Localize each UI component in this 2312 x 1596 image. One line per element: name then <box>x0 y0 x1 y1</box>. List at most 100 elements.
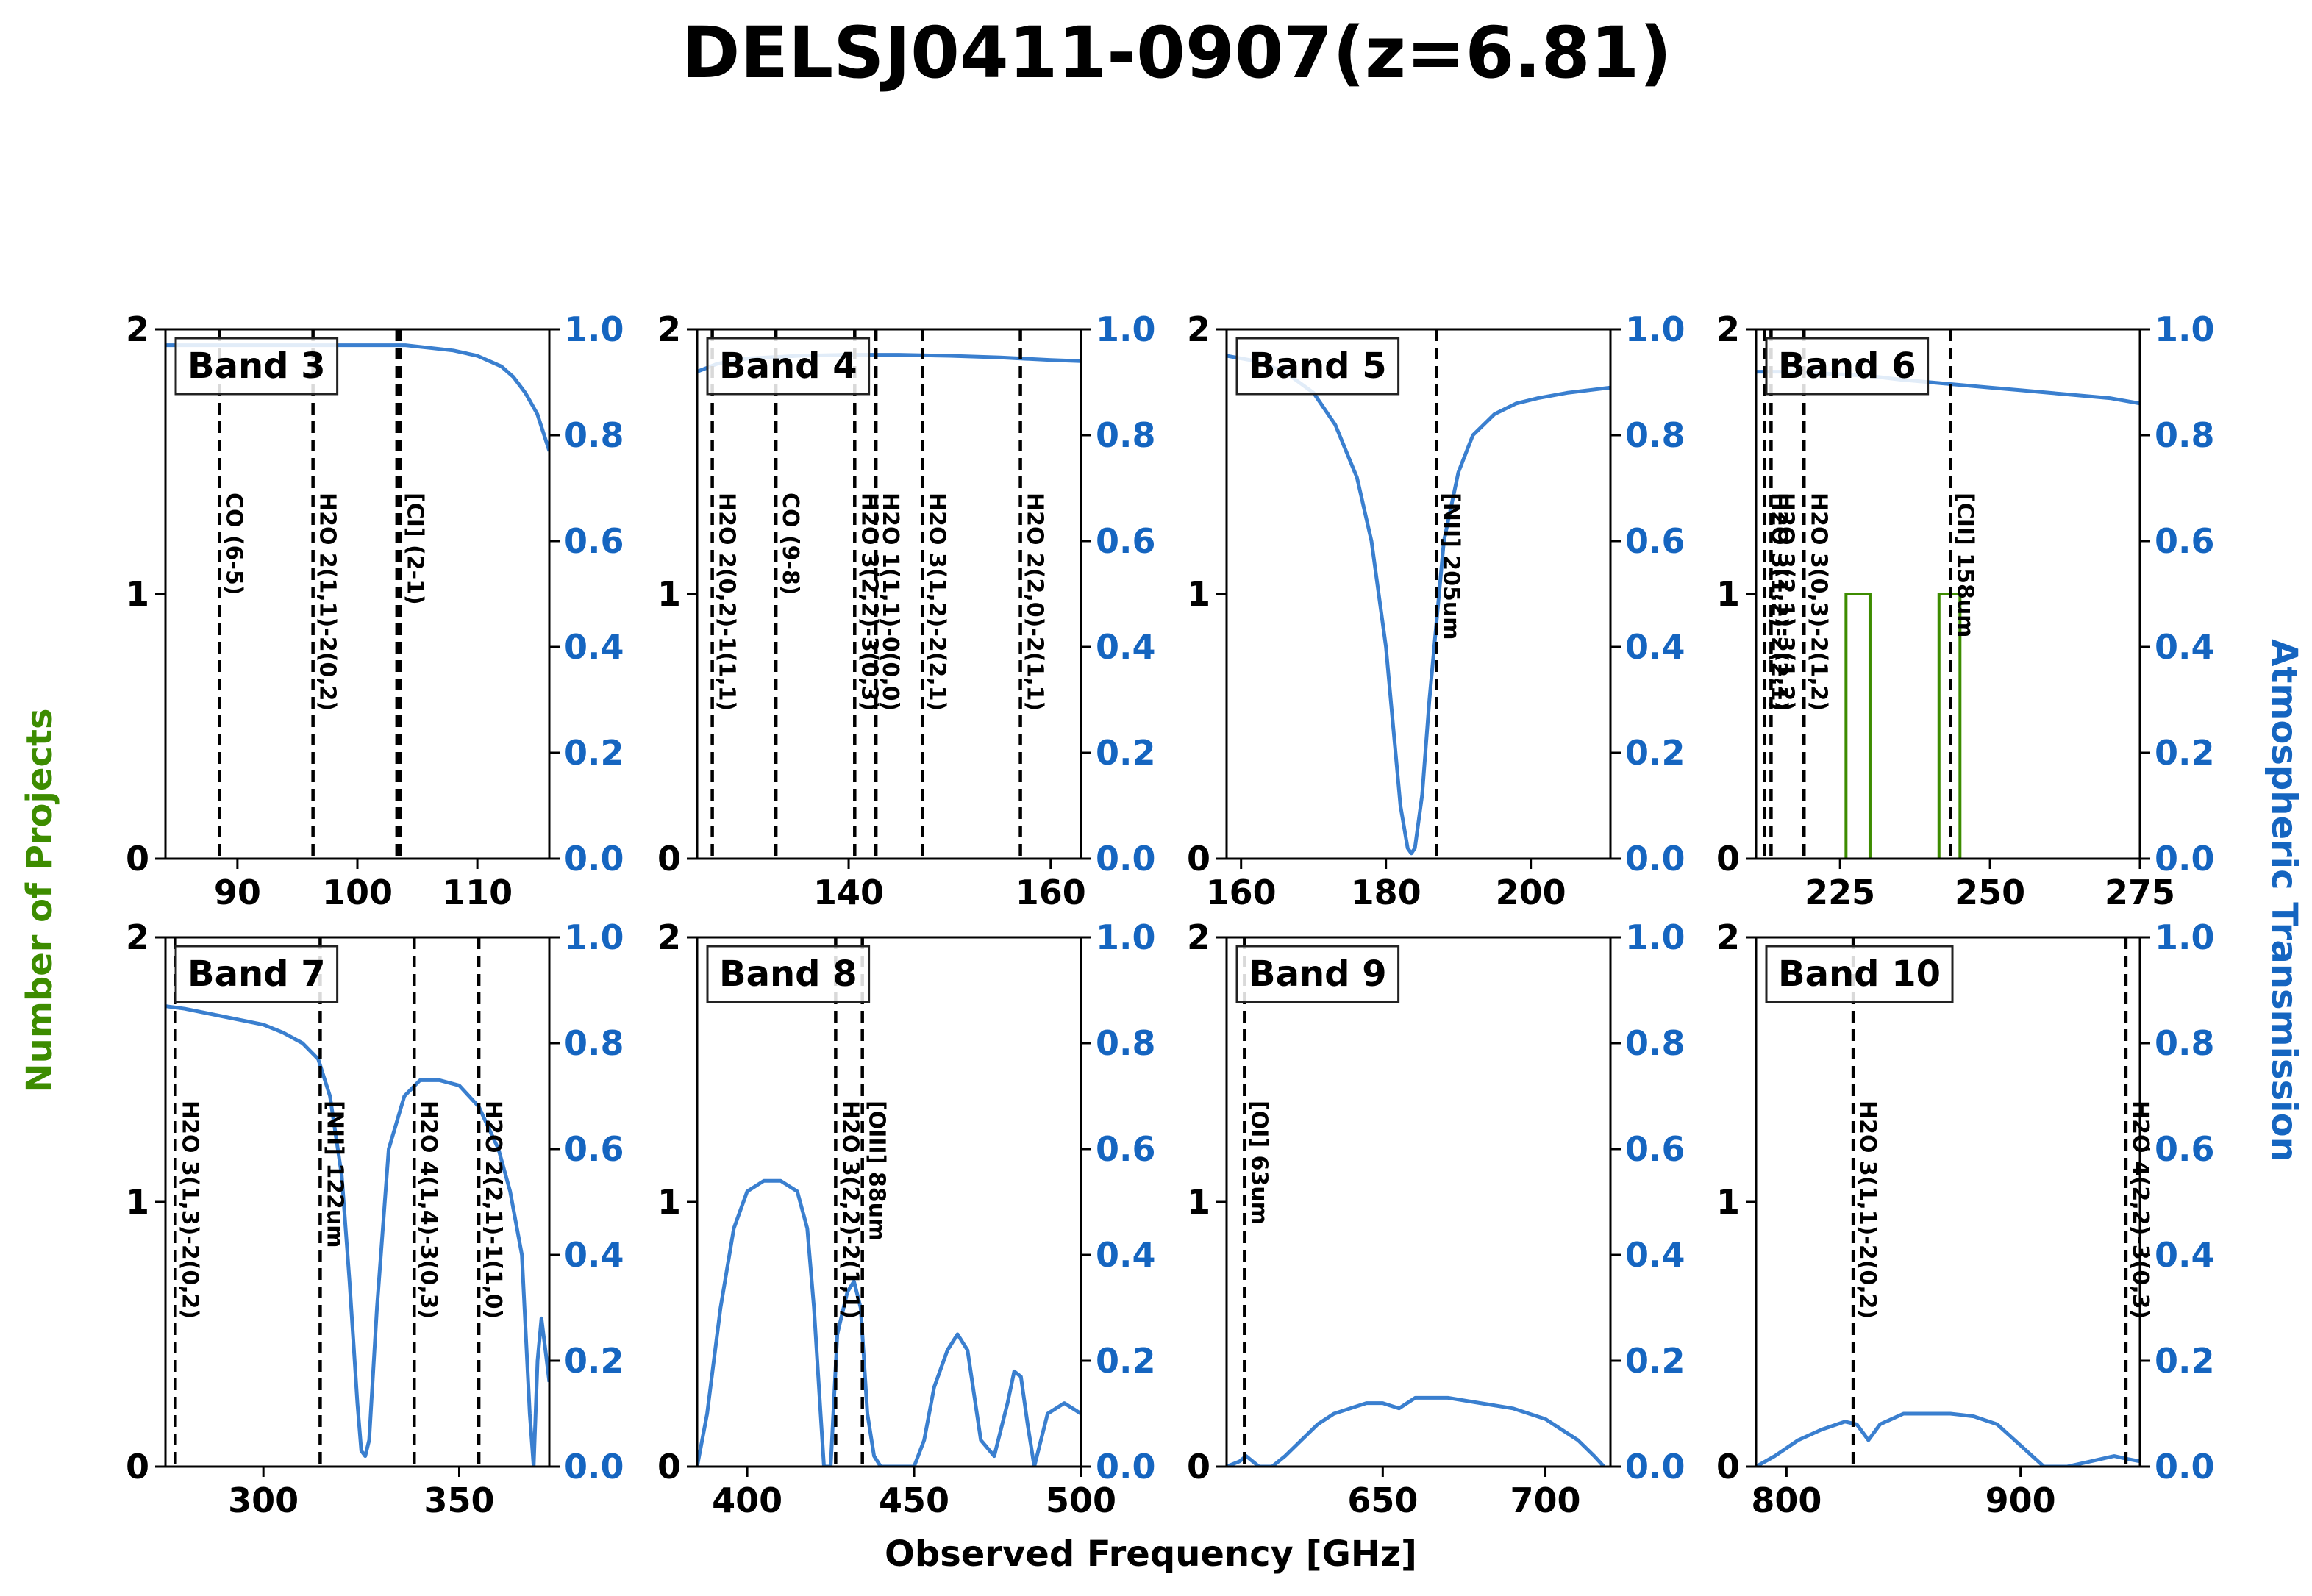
y-tick-label-left: 0 <box>657 1447 681 1486</box>
y-tick-label-right: 1.0 <box>1625 917 1685 957</box>
y-tick-label-right: 0.0 <box>564 839 624 878</box>
y-tick-label-right: 0.2 <box>2155 733 2215 773</box>
x-tick-label: 450 <box>879 1481 949 1520</box>
y-tick-label-right: 0.2 <box>2155 1341 2215 1381</box>
y-tick-label-right: 1.0 <box>2155 309 2215 349</box>
y-tick-label-left: 0 <box>126 839 149 878</box>
y-tick-label-right: 1.0 <box>1096 309 1156 349</box>
spectral-line-label: [OIII] 88um <box>864 1101 890 1241</box>
band-label: Band 6 <box>1778 346 1916 387</box>
y-tick-label-right: 1.0 <box>1625 309 1685 349</box>
x-tick-label: 180 <box>1351 873 1421 912</box>
transmission-line <box>1756 1411 2140 1467</box>
x-tick-label: 225 <box>1805 873 1875 912</box>
band-panels: CO (6-5) H2O 2(1,1)-2(0,2) [CI] (2-1) 0 1 2 0.… <box>126 309 2215 1520</box>
y-tick-label-right: 0.2 <box>1096 1341 1156 1381</box>
x-tick-label: 200 <box>1496 873 1566 912</box>
y-axis-label-left: Number of Projects <box>19 708 60 1092</box>
y-tick-label-right: 0.0 <box>2155 839 2215 878</box>
y-tick-label-left: 2 <box>1716 917 1740 957</box>
y-tick-label-right: 1.0 <box>1096 917 1156 957</box>
y-tick-label-left: 2 <box>1716 309 1740 349</box>
y-tick-label-right: 1.0 <box>564 917 624 957</box>
spectral-line-label: H2O 3(1,2)-2(2,1) <box>1766 493 1791 711</box>
transmission-line <box>1227 1395 1606 1467</box>
panel-band-8: H2O 3(2,2)-2(1,1) [OIII] 88um 0 1 2 0.0 0.2 0.4… <box>657 917 1156 1520</box>
y-tick-label-right: 0.0 <box>564 1447 624 1486</box>
figure-title: DELSJ0411-0907(z=6.81) <box>682 12 1671 94</box>
panel-band-10: H2O 3(1,1)-2(0,2) H2O 4(2,2)-3(0,3)0120.0… <box>1716 917 2215 1520</box>
y-tick-label-left: 2 <box>1187 309 1210 349</box>
panel-band-7: H2O 3(1,3)-2(0,2) [NII] 122um H2O 4(1,4)-3… <box>126 917 624 1520</box>
y-tick-label-right: 0.0 <box>1625 1447 1685 1486</box>
y-tick-label-right: 0.4 <box>1625 627 1685 667</box>
y-tick-label-left: 1 <box>1187 574 1210 614</box>
y-tick-label-right: 0.6 <box>564 1129 624 1169</box>
x-tick-label: 140 <box>813 873 884 912</box>
spectral-line-label: H2O 3(2,2)-3(0,3) <box>856 493 882 711</box>
spectral-line-label: H2O 3(2,1)-3(1,2) <box>1772 493 1798 711</box>
panel-frame <box>1225 328 1612 860</box>
spectral-line-label: [OI] 63um <box>1246 1101 1271 1225</box>
transmission-line <box>697 1178 1081 1467</box>
x-axis-label: Observed Frequency [GHz] <box>885 1534 1417 1575</box>
x-tick-label: 400 <box>712 1481 782 1520</box>
y-tick-label-left: 1 <box>1187 1182 1210 1222</box>
spectral-line-label: H2O 4(1,4)-3(0,3) <box>415 1101 441 1319</box>
y-tick-label-right: 0.6 <box>1096 1129 1156 1169</box>
band-label-box <box>174 337 339 396</box>
x-tick-label: 350 <box>424 1481 494 1520</box>
y-tick-label-left: 2 <box>657 917 681 957</box>
y-tick-label-right: 0.2 <box>1096 733 1156 773</box>
y-tick-label-left: 0 <box>1716 839 1740 878</box>
spectral-line-label: H2O 2(0,2)-1(1,1) <box>714 493 740 711</box>
x-tick-label: 900 <box>1985 1481 2056 1520</box>
transmission-line <box>165 1004 549 1467</box>
spectral-line-label: H2O 3(1,3)-2(0,2) <box>176 1101 202 1319</box>
panel-frame <box>1225 936 1612 1468</box>
band-label: Band 3 <box>188 346 326 387</box>
band-label-box <box>1765 337 1930 396</box>
spectral-line-label: H2O 2(2,0)-2(1,1) <box>1022 493 1048 711</box>
y-tick-label-left: 2 <box>126 917 149 957</box>
x-tick-label: 250 <box>1955 873 2025 912</box>
y-axis-label-right: Atmospheric Transmission <box>2263 639 2305 1162</box>
panel-band-6: H2O 3(1,2)-2(2,1)H2O 3(2,1)-3(1,2) H2O 3(… <box>1716 309 2215 912</box>
band-label-box <box>706 945 871 1003</box>
band-label: Band 5 <box>1249 346 1387 387</box>
band-label-box <box>1235 945 1400 1003</box>
y-tick-label-right: 0.2 <box>564 733 624 773</box>
y-tick-label-left: 2 <box>1187 917 1210 957</box>
y-tick-label-left: 1 <box>126 1182 149 1222</box>
panel-band-5: [NII] 205um 0 1 2 0.0 0.2 0.4 0.6 0.8 1.0 160 180 20… <box>1187 309 1685 912</box>
y-tick-label-right: 0.8 <box>1625 1023 1685 1063</box>
y-tick-label-right: 0.0 <box>1625 839 1685 878</box>
band-label: Band 9 <box>1249 953 1387 995</box>
spectral-line-label: [NII] 205um <box>1438 493 1464 640</box>
y-tick-label-right: 0.8 <box>564 415 624 455</box>
spectral-line-label: H2O 2(1,1)-2(0,2) <box>315 493 340 711</box>
panel-band-4: H2O 2(0,2)-1(1,1) CO (9-8) H2O 3(2,2)-3(0,… <box>657 309 1156 912</box>
band-label-box <box>174 945 339 1003</box>
y-tick-label-right: 0.8 <box>564 1023 624 1063</box>
y-tick-label-right: 0.6 <box>564 521 624 561</box>
spectral-line-label: CO (9-8) <box>777 493 803 595</box>
y-tick-label-left: 1 <box>1716 574 1740 614</box>
y-tick-label-right: 0.0 <box>1096 839 1156 878</box>
spectral-line-label: H2O 3(0,3)-2(1,2) <box>1805 493 1831 711</box>
spectral-line-label: H2O 3(2,2)-2(1,1) <box>837 1101 863 1319</box>
projects-bar <box>1844 593 1872 859</box>
y-tick-label-right: 0.4 <box>1096 1235 1156 1275</box>
y-tick-label-right: 0.2 <box>1625 1341 1685 1381</box>
y-tick-label-right: 0.0 <box>2155 1447 2215 1486</box>
y-tick-label-left: 0 <box>657 839 681 878</box>
x-tick-label: 160 <box>1206 873 1277 912</box>
x-tick-label: 100 <box>322 873 393 912</box>
x-tick-label: 90 <box>214 873 261 912</box>
y-tick-label-left: 2 <box>126 309 149 349</box>
band-label: Band 10 <box>1778 953 1941 995</box>
y-tick-label-right: 0.6 <box>1625 521 1685 561</box>
spectral-line-label: H2O 2(2,1)-1(1,0) <box>480 1101 506 1319</box>
y-tick-label-right: 0.0 <box>1096 1447 1156 1486</box>
y-tick-label-right: 0.2 <box>1625 733 1685 773</box>
